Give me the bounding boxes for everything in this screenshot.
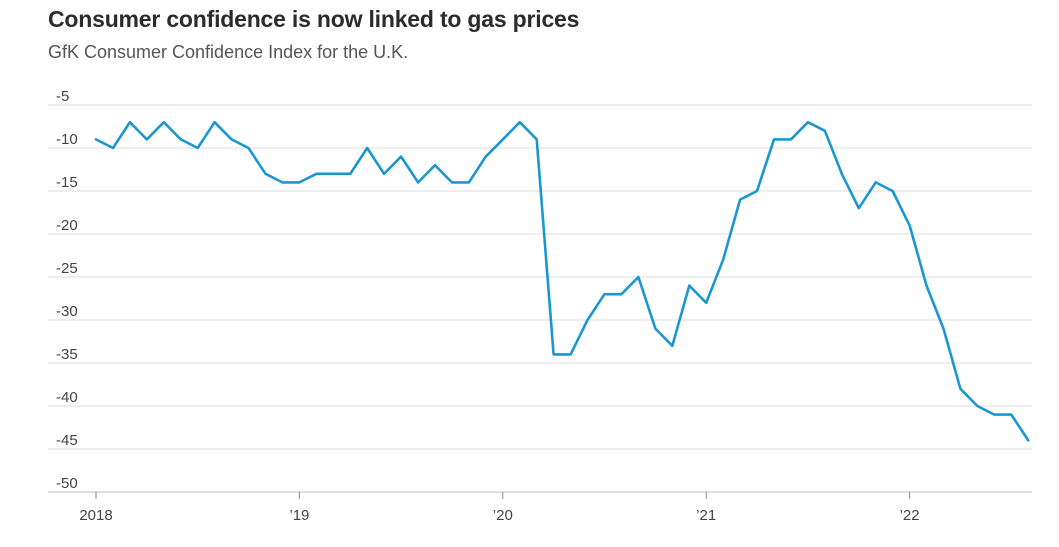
y-tick-label: -25 [56,260,78,277]
x-tick-label: 2018 [79,507,112,524]
y-tick-label: -45 [56,432,78,449]
x-axis-ticks: 2018 ’19 ’20 ’21 ’22 [79,492,920,524]
y-axis-ticks: -5 -10 -15 -20 -25 -30 -35 -40 -45 -50 [56,88,78,492]
chart-title: Consumer confidence is now linked to gas… [48,6,580,32]
y-tick-label: -15 [56,174,78,191]
grid-lines [48,104,1032,493]
series-line-0 [94,120,1030,442]
x-tick-label: ’21 [696,507,716,524]
chart-subtitle: GfK Consumer Confidence Index for the U.… [48,42,409,62]
y-tick-label: -35 [56,346,78,363]
y-tick-label: -10 [56,131,78,148]
x-tick-label: ’20 [493,507,513,524]
x-tick-label: ’19 [289,507,309,524]
y-tick-label: -50 [56,475,78,492]
y-tick-label: -20 [56,217,78,234]
x-tick-label: ’22 [900,507,920,524]
y-tick-label: -40 [56,389,78,406]
y-tick-label: -30 [56,303,78,320]
series-layer [94,120,1030,442]
y-tick-label: -5 [56,88,69,105]
